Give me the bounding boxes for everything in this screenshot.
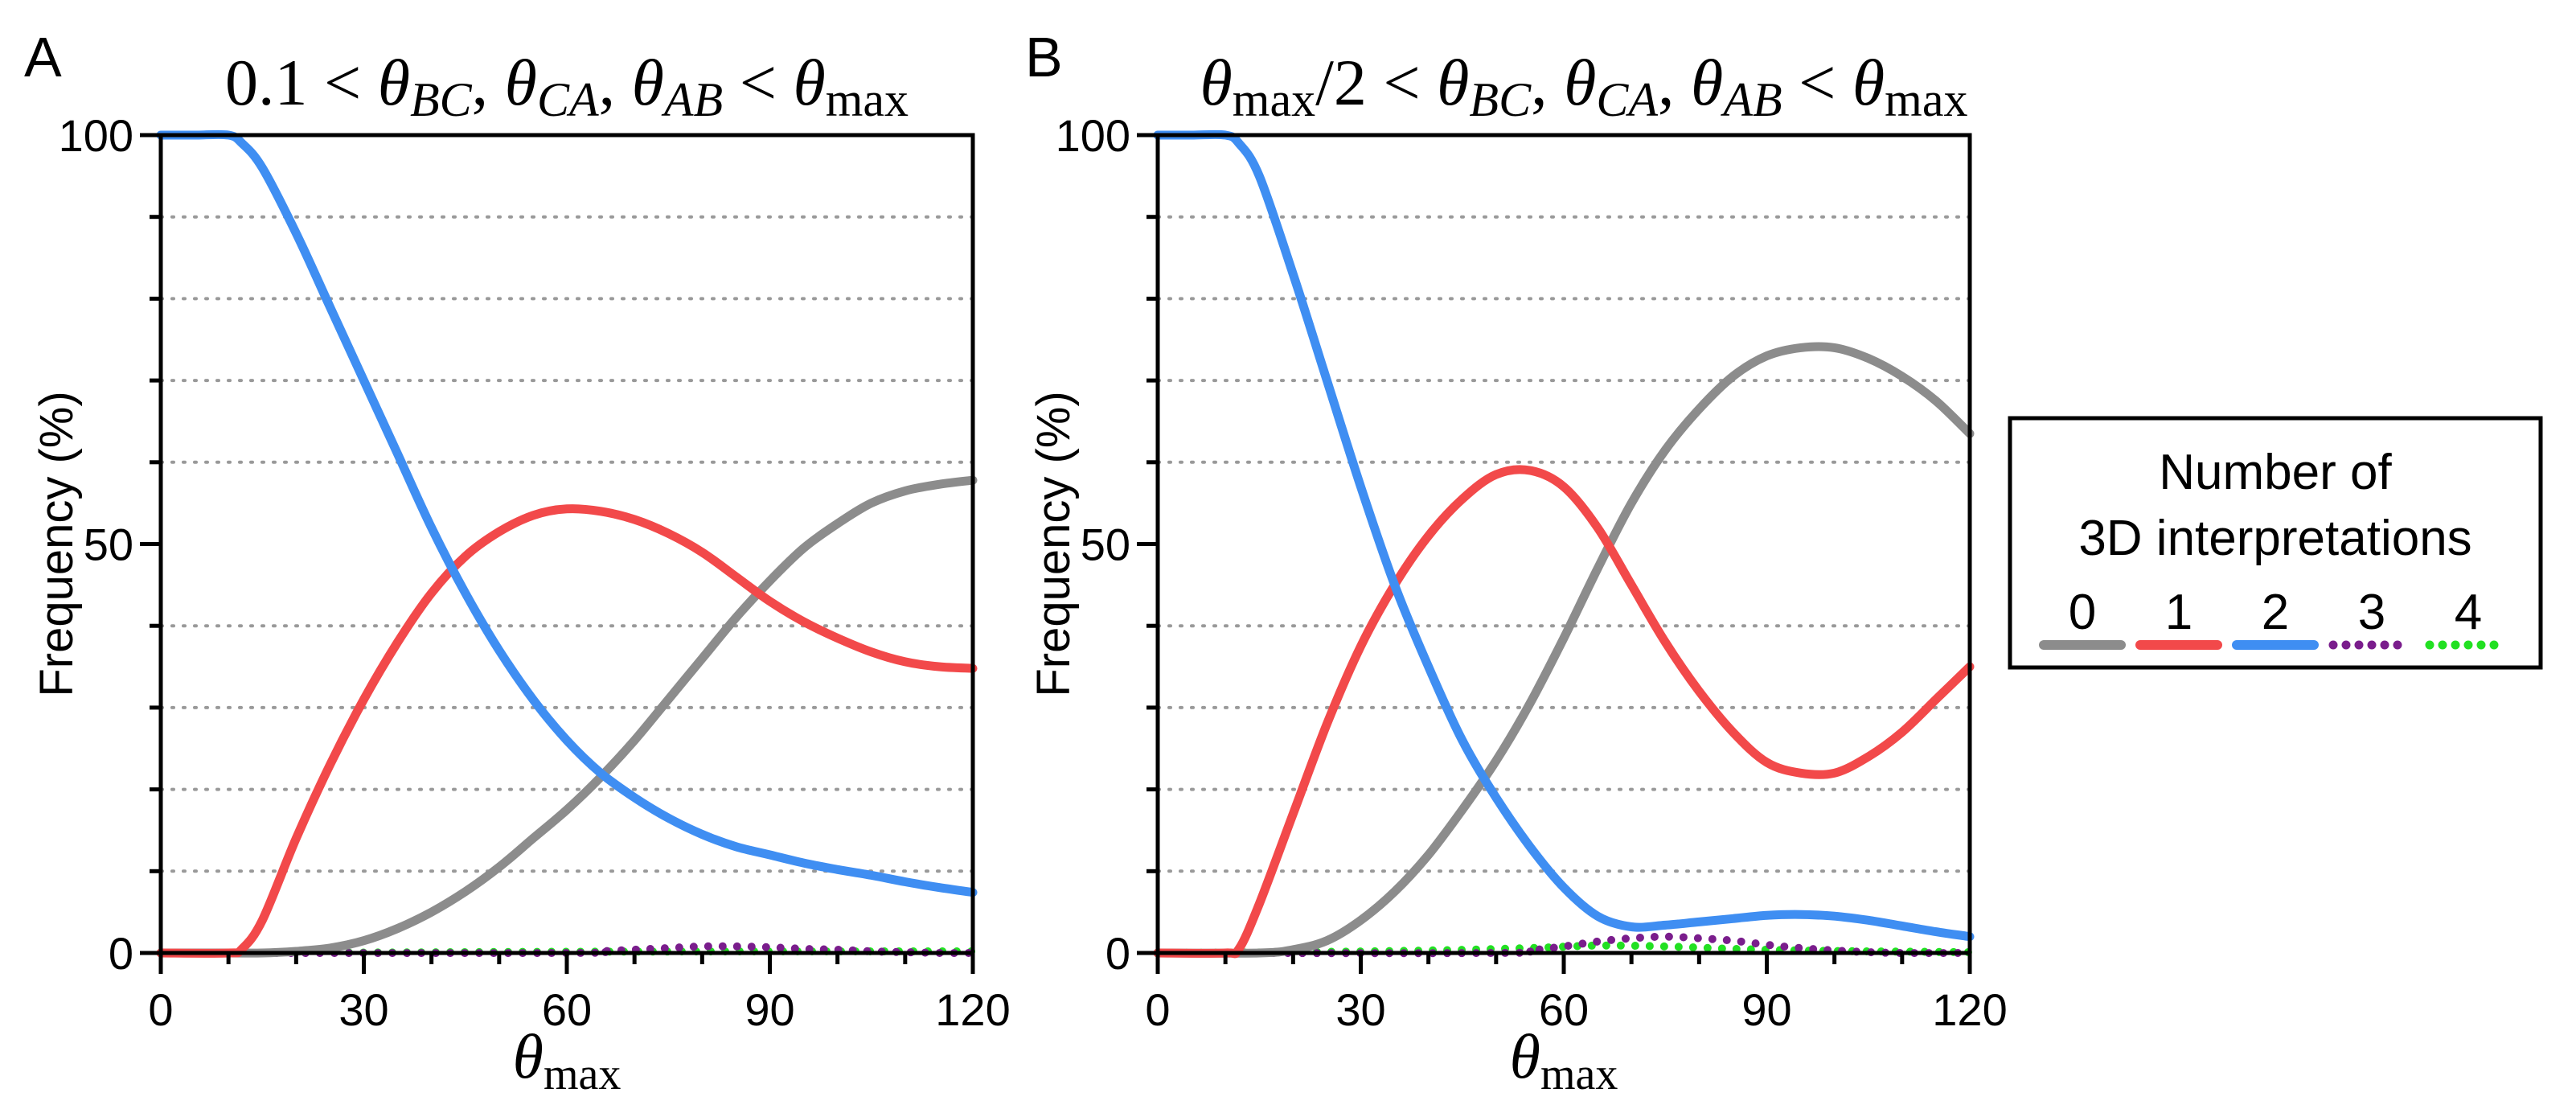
x-tick-label: 90 xyxy=(744,984,794,1035)
title-part: < xyxy=(1782,46,1852,119)
title-part: BC xyxy=(1469,73,1532,126)
title-part: max xyxy=(826,73,909,126)
x-axis-symbol: θ xyxy=(513,1021,544,1091)
title-part: θ xyxy=(505,46,537,119)
x-tick-label: 0 xyxy=(1145,984,1170,1035)
title-part: θ xyxy=(632,46,664,119)
legend-label-1: 1 xyxy=(2165,585,2192,640)
title-part: CA xyxy=(1596,73,1658,126)
title-part: max xyxy=(1233,73,1315,126)
legend-entries: 0 1 2 3 4 xyxy=(2039,585,2512,650)
x-axis-label: θmax xyxy=(1510,1021,1618,1099)
title-part: AB xyxy=(1720,73,1782,126)
x-axis-subscript: max xyxy=(544,1049,621,1099)
panel-label: A xyxy=(24,26,62,88)
title-part: θ xyxy=(793,46,825,119)
series-group xyxy=(1153,129,1975,959)
x-tick-label: 120 xyxy=(935,984,1010,1035)
legend-label-0: 0 xyxy=(2069,585,2096,640)
title-part: 0.1 < xyxy=(225,46,378,119)
y-tick-label: 0 xyxy=(1105,928,1130,979)
title-part: max xyxy=(1885,73,1967,126)
x-axis-symbol: θ xyxy=(1510,1021,1540,1091)
title-part: CA xyxy=(537,73,599,126)
x-axis-label: θmax xyxy=(513,1021,621,1099)
y-axis-label: Frequency (%) xyxy=(1028,391,1080,696)
legend-title-line2: 3D interpretations xyxy=(2078,511,2471,566)
title-part: BC xyxy=(410,73,473,126)
title-part: , xyxy=(472,46,505,119)
title-part: θ xyxy=(1852,46,1885,119)
title-part: θ xyxy=(1437,46,1469,119)
x-tick-label: 30 xyxy=(1335,984,1385,1035)
series-line-0 xyxy=(1153,342,1975,958)
series-line-2 xyxy=(1153,129,1975,942)
series-line-2 xyxy=(156,129,978,897)
title-part: θ xyxy=(378,46,410,119)
title-part: θ xyxy=(1200,46,1233,119)
y-tick-label: 0 xyxy=(109,928,133,979)
legend-label-2: 2 xyxy=(2262,585,2289,640)
gridlines xyxy=(1156,215,1971,873)
panel-label: B xyxy=(1025,26,1063,88)
x-tick-label: 90 xyxy=(1741,984,1791,1035)
legend-box xyxy=(2008,416,2543,670)
y-axis-label: Frequency (%) xyxy=(31,391,83,696)
y-tick-label: 50 xyxy=(1081,520,1130,570)
chart-title: θmax/2 < θBC, θCA, θAB < θmax xyxy=(1200,46,1968,126)
plot-frame xyxy=(158,133,975,955)
x-tick-label: 60 xyxy=(1539,984,1589,1035)
y-tick-label: 50 xyxy=(84,520,133,570)
legend-label-3: 3 xyxy=(2358,585,2385,640)
plot-frame xyxy=(1155,133,1972,955)
series-line-1 xyxy=(156,504,978,958)
legend-label-4: 4 xyxy=(2455,585,2482,640)
series-group xyxy=(156,129,978,958)
y-tick-label: 100 xyxy=(1056,110,1130,161)
y-tick-label: 100 xyxy=(59,110,133,161)
x-tick-label: 120 xyxy=(1932,984,2007,1035)
title-part: , xyxy=(599,46,632,119)
title-part: AB xyxy=(661,73,723,126)
title-part: θ xyxy=(1691,46,1723,119)
x-tick-label: 30 xyxy=(338,984,388,1035)
x-tick-label: 0 xyxy=(148,984,173,1035)
gridlines xyxy=(159,215,974,873)
legend: Number of 3D interpretations 0 1 2 3 4 xyxy=(2008,416,2543,670)
x-tick-label: 60 xyxy=(542,984,592,1035)
title-part: , xyxy=(1531,46,1564,119)
title-part: /2 < xyxy=(1315,46,1437,119)
series-line-0 xyxy=(156,475,978,958)
x-axis-subscript: max xyxy=(1540,1049,1618,1099)
title-part: < xyxy=(723,46,793,119)
legend-title-line1: Number of xyxy=(2159,445,2392,500)
series-line-1 xyxy=(1153,465,1975,959)
chart-title: 0.1 < θBC, θCA, θAB < θmax xyxy=(225,46,909,126)
title-part: θ xyxy=(1564,46,1596,119)
title-part: , xyxy=(1658,46,1691,119)
